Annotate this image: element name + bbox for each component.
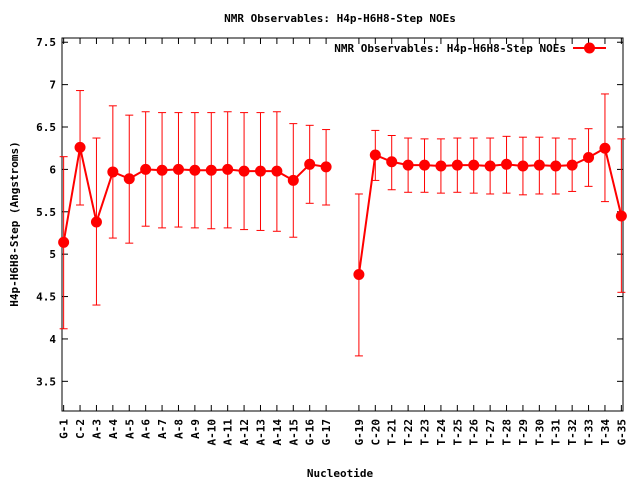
data-point <box>435 160 447 172</box>
x-tick-label: T-30 <box>533 419 546 446</box>
x-tick-label: A-9 <box>189 419 202 439</box>
x-tick-label: A-5 <box>123 419 136 439</box>
data-point <box>74 141 86 153</box>
data-point <box>189 164 201 176</box>
y-tick-label: 7 <box>49 79 56 92</box>
y-tick-label: 3.5 <box>36 375 56 388</box>
data-point <box>550 160 562 172</box>
y-tick-label: 5 <box>49 248 56 261</box>
error-bars <box>59 90 626 357</box>
data-point <box>419 159 431 171</box>
data-point <box>140 163 152 175</box>
x-tick-label: T-29 <box>517 419 530 446</box>
data-point <box>58 236 70 248</box>
x-tick-label: A-14 <box>271 419 284 446</box>
y-axis-ticks: 3.5 4 4.5 5 5.5 6 6.5 7 7.5 <box>36 36 623 388</box>
data-point <box>287 174 299 186</box>
data-point <box>566 159 578 171</box>
x-tick-label: A-7 <box>156 419 169 439</box>
x-tick-label: G-35 <box>615 419 628 446</box>
data-point <box>402 159 414 171</box>
x-tick-label: T-27 <box>484 419 497 446</box>
x-tick-label: A-6 <box>140 419 153 439</box>
y-tick-label: 6 <box>49 163 56 176</box>
x-tick-label: G-16 <box>304 419 317 446</box>
data-point <box>353 269 365 281</box>
x-axis-ticks: G-1 C-2 A-3 A-4 A-5 A-6 A-7 A-8 A-9 A-10 A-11 A-12 A… <box>58 38 628 446</box>
chart-title: NMR Observables: H4p-H6H8-Step NOEs <box>224 12 456 25</box>
x-tick-label: T-25 <box>451 419 464 446</box>
x-tick-label: T-34 <box>599 419 612 446</box>
x-tick-label: T-23 <box>419 419 432 446</box>
x-tick-label: G-19 <box>353 419 366 446</box>
data-point <box>172 163 184 175</box>
x-tick-label: T-32 <box>566 419 579 446</box>
x-tick-label: A-12 <box>238 419 251 446</box>
plot-border <box>61 37 624 412</box>
y-axis-label: H4p-H6H8-Step (Angstroms) <box>8 141 21 307</box>
x-tick-label: A-10 <box>205 419 218 446</box>
data-point <box>123 173 135 185</box>
x-tick-label: A-4 <box>107 419 120 439</box>
data-point <box>501 158 513 170</box>
data-point <box>222 163 234 175</box>
data-points <box>58 141 627 281</box>
x-tick-label: A-8 <box>172 419 185 439</box>
x-tick-label: T-33 <box>583 419 596 446</box>
x-tick-label: T-21 <box>386 419 399 446</box>
legend-label: NMR Observables: H4p-H6H8-Step NOEs <box>334 42 566 55</box>
x-tick-label: A-13 <box>254 419 267 446</box>
data-point <box>271 165 283 177</box>
x-tick-label: C-20 <box>369 419 382 446</box>
data-point <box>238 165 250 177</box>
y-tick-label: 5.5 <box>36 206 56 219</box>
x-tick-label: T-24 <box>435 419 448 446</box>
data-point <box>468 159 480 171</box>
x-tick-label: C-2 <box>74 419 87 439</box>
x-tick-label: A-15 <box>287 419 300 446</box>
plot-frame <box>61 37 624 412</box>
data-point <box>254 165 266 177</box>
y-tick-label: 6.5 <box>36 121 56 134</box>
data-point <box>386 156 398 168</box>
x-tick-label: T-31 <box>550 419 563 446</box>
data-point <box>320 161 332 173</box>
x-tick-label: A-11 <box>222 419 235 446</box>
y-tick-label: 4.5 <box>36 291 56 304</box>
data-point <box>517 160 529 172</box>
x-tick-label: G-1 <box>58 419 71 439</box>
x-axis-label: Nucleotide <box>307 467 374 480</box>
data-point <box>599 142 611 154</box>
data-point <box>533 159 545 171</box>
y-tick-label: 4 <box>49 333 56 346</box>
legend: NMR Observables: H4p-H6H8-Step NOEs <box>334 42 606 55</box>
data-point <box>304 158 316 170</box>
legend-marker <box>584 42 595 54</box>
x-tick-label: T-26 <box>468 419 481 446</box>
x-tick-label: A-3 <box>90 419 103 439</box>
data-point <box>369 149 381 161</box>
y-tick-label: 7.5 <box>36 36 56 49</box>
data-point <box>615 210 627 222</box>
x-tick-label: T-22 <box>402 419 415 446</box>
data-point <box>583 152 595 164</box>
data-point <box>484 160 496 172</box>
data-point <box>205 164 217 176</box>
data-point <box>107 166 119 178</box>
data-point <box>156 164 168 176</box>
data-point <box>90 216 102 228</box>
x-tick-label: G-17 <box>320 419 333 446</box>
data-point <box>451 159 463 171</box>
x-tick-label: T-28 <box>501 419 514 446</box>
